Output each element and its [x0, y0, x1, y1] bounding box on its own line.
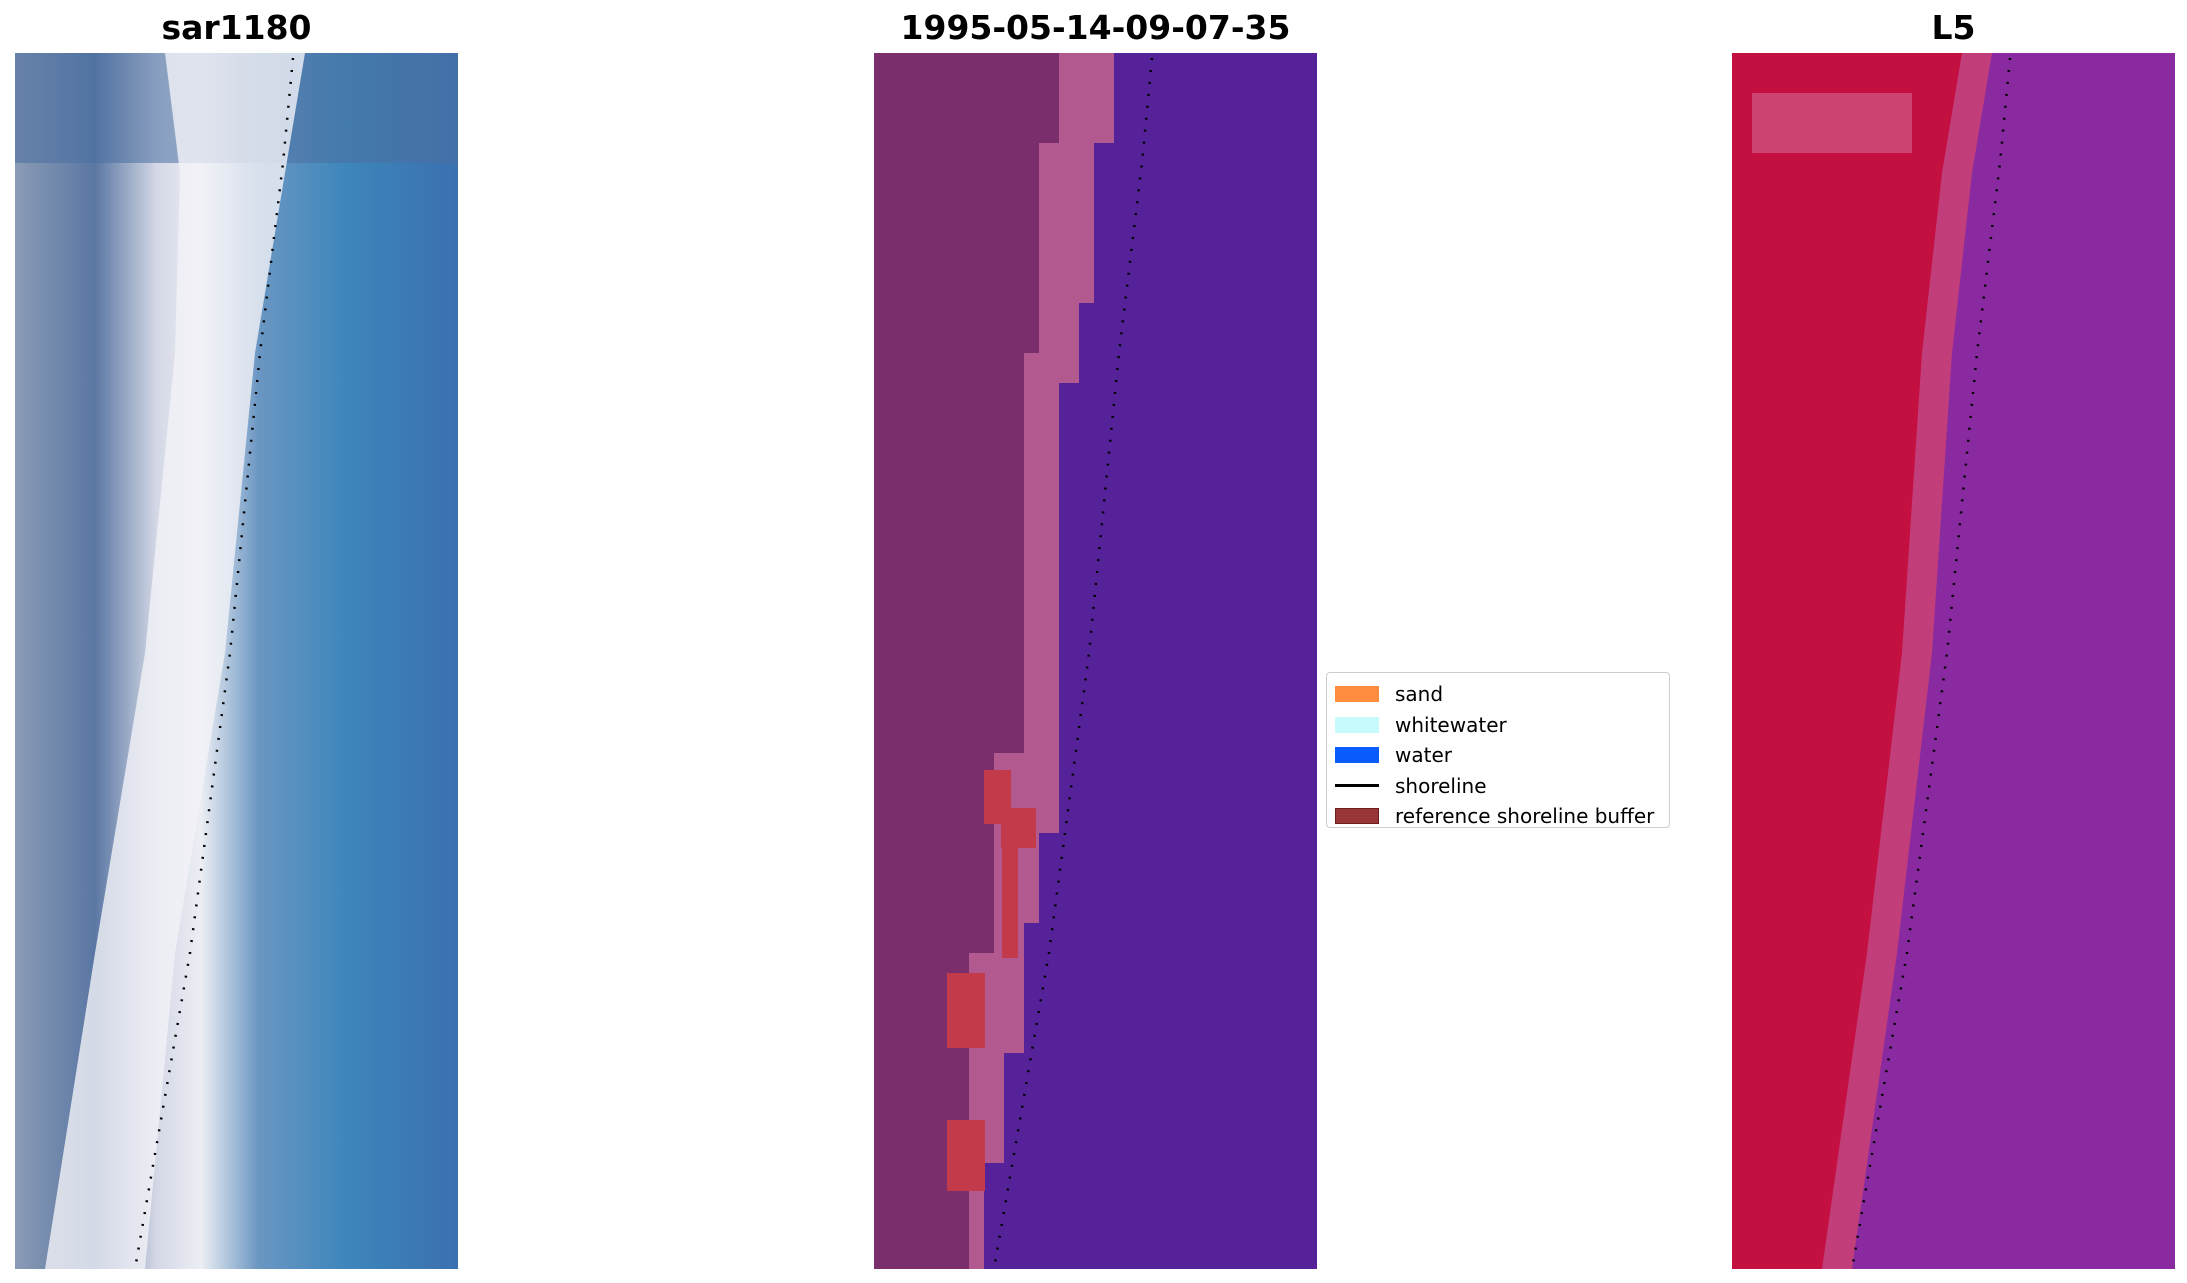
legend-item-shoreline: shoreline [1335, 771, 1669, 802]
panel-title-rgb: sar1180 [161, 8, 312, 47]
legend-label: reference shoreline buffer [1395, 804, 1655, 829]
buffer-patch [947, 1120, 985, 1191]
legend-label: whitewater [1395, 712, 1507, 737]
rgb-image [15, 53, 458, 1269]
legend-item-sand: sand [1335, 679, 1669, 710]
legend-label: sand [1395, 682, 1444, 707]
panel-title-classification: 1995-05-14-09-07-35 [900, 8, 1291, 47]
legend-item-buffer: reference shoreline buffer [1335, 801, 1669, 832]
index-image [1732, 53, 2175, 1269]
water-swatch [1335, 747, 1379, 764]
buffer-swatch [1335, 808, 1379, 825]
classification-panel [874, 53, 1317, 1269]
rgb-image-panel [15, 53, 458, 1269]
buffer-patch [947, 973, 985, 1048]
legend-item-water: water [1335, 740, 1669, 771]
whitewater-swatch [1335, 716, 1379, 733]
legend-label: water [1395, 743, 1452, 768]
index-image-panel [1732, 53, 2175, 1269]
sand-swatch [1335, 686, 1379, 703]
shoreline-line-swatch [1335, 784, 1379, 788]
classification-image [874, 53, 1317, 1269]
legend: sand whitewater water shoreline referenc… [1326, 672, 1670, 828]
panel-title-index: L5 [1931, 8, 1976, 47]
buffer-patch [1002, 848, 1018, 958]
legend-label: shoreline [1395, 773, 1487, 798]
legend-item-whitewater: whitewater [1335, 710, 1669, 741]
buffer-patch [1001, 808, 1036, 848]
